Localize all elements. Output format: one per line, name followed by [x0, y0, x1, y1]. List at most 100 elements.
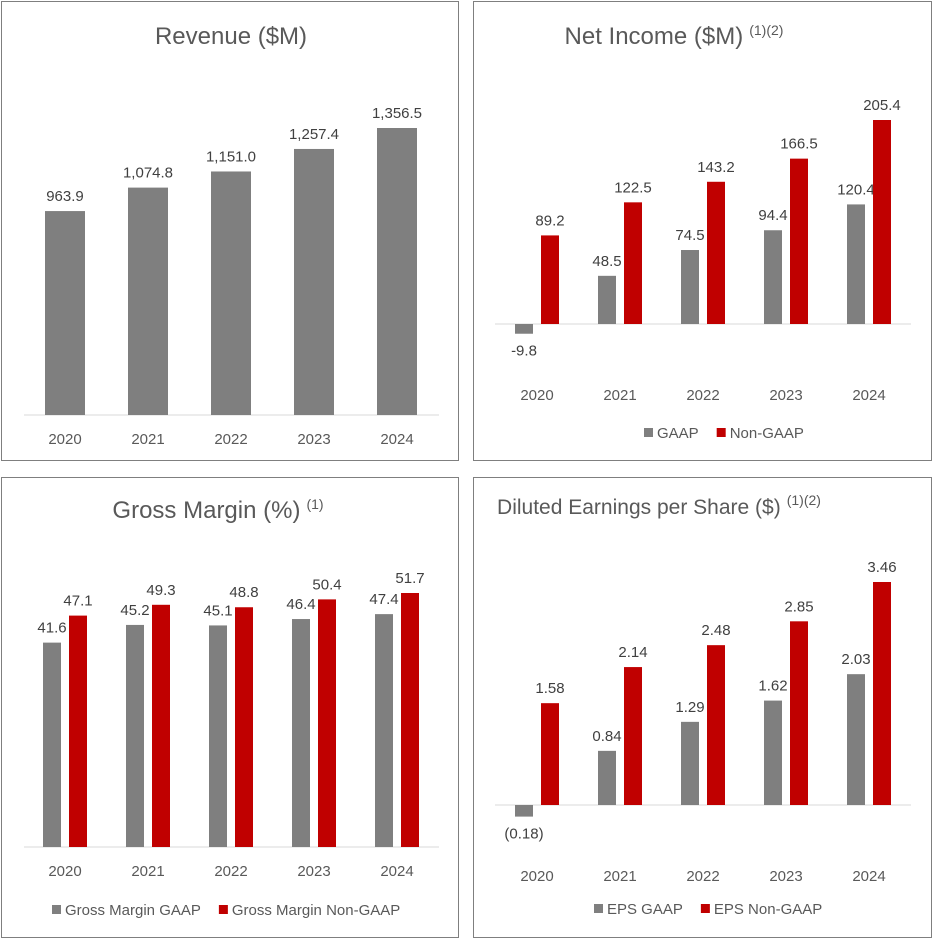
x-tick-label: 2024: [380, 431, 413, 448]
x-tick-label: 2023: [297, 431, 330, 448]
chart-title: Diluted Earnings per Share ($) (1)(2): [497, 492, 821, 519]
data-label: 45.2: [120, 602, 149, 619]
bar-gaap-2021: [598, 275, 616, 324]
data-label: 1,151.0: [206, 148, 256, 165]
bar-revenue-2023: [294, 148, 334, 415]
chart-title-footnote: (1)(2): [749, 22, 783, 38]
data-label: -9.8: [511, 343, 537, 360]
data-label: 48.5: [592, 253, 621, 270]
bar-gross-margin-non-gaap-2022: [235, 607, 253, 847]
bar-eps-non-gaap-2020: [541, 703, 559, 805]
chart-title-text: Net Income ($M): [565, 23, 744, 50]
chart-title: Net Income ($M) (1)(2): [565, 22, 784, 50]
bar-revenue-2024: [377, 128, 417, 415]
chart-title-footnote: (1): [306, 496, 323, 512]
data-label: 205.4: [863, 97, 901, 114]
gross-margin-panel: Gross Margin (%) (1) 41.6 47.1 2020 45.2 49.3 2…: [1, 477, 459, 938]
bar-gaap-2023: [764, 230, 782, 324]
legend-swatch: [218, 905, 228, 914]
data-label: 89.2: [535, 212, 564, 229]
data-label: 1.62: [758, 678, 787, 695]
data-label: 0.84: [592, 728, 621, 745]
data-label: 963.9: [46, 188, 84, 205]
data-label: 166.5: [780, 136, 818, 153]
legend-label: EPS GAAP: [607, 901, 683, 918]
bar-eps-non-gaap-2023: [790, 621, 808, 805]
gross-margin-chart: Gross Margin (%) (1) 41.6 47.1 2020 45.2 49.3 2…: [24, 496, 439, 919]
x-tick-label: 2021: [131, 431, 164, 448]
net-income-panel: Net Income ($M) (1)(2) -9.8 89.2 2020 48.5 122…: [473, 1, 932, 461]
chart-title: Revenue ($M): [155, 23, 307, 50]
data-label: (0.18): [504, 826, 543, 843]
data-label: 74.5: [675, 227, 704, 244]
bar-non-gaap-2023: [790, 158, 808, 324]
x-tick-label: 2020: [520, 387, 553, 404]
x-tick-label: 2024: [852, 387, 885, 404]
x-tick-label: 2023: [297, 863, 330, 880]
data-label: 48.8: [229, 584, 258, 601]
chart-title-footnote: (1)(2): [787, 492, 821, 508]
bar-gross-margin-gaap-2021: [126, 624, 144, 847]
x-tick-label: 2023: [769, 387, 802, 404]
bar-gaap-2022: [681, 250, 699, 324]
bar-eps-non-gaap-2024: [873, 582, 891, 805]
data-label: 51.7: [395, 570, 424, 587]
chart-title-text: Revenue ($M): [155, 23, 307, 50]
bar-gaap-2020: [515, 324, 533, 334]
data-label: 2.48: [701, 622, 730, 639]
bar-gross-margin-gaap-2022: [209, 625, 227, 847]
bar-revenue-2021: [128, 187, 168, 415]
bar-eps-non-gaap-2021: [624, 667, 642, 805]
bar-gross-margin-non-gaap-2024: [401, 593, 419, 847]
bar-eps-non-gaap-2022: [707, 645, 725, 805]
data-label: 41.6: [37, 620, 66, 637]
data-label: 46.4: [286, 596, 315, 613]
data-label: 50.4: [312, 576, 341, 593]
bar-gross-margin-gaap-2023: [292, 619, 310, 847]
bar-revenue-2020: [45, 211, 85, 415]
bar-gross-margin-non-gaap-2023: [318, 599, 336, 847]
legend-swatch: [52, 905, 61, 914]
legend-swatch: [594, 904, 603, 913]
data-label: 2.03: [841, 651, 870, 668]
bar-eps-gaap-2021: [598, 750, 616, 805]
bar-revenue-2022: [211, 171, 251, 415]
bar-eps-gaap-2023: [764, 700, 782, 805]
bar-eps-gaap-2020: [515, 805, 533, 817]
chart-title-text: Diluted Earnings per Share ($): [497, 496, 781, 519]
x-tick-label: 2021: [603, 868, 636, 885]
eps-panel: Diluted Earnings per Share ($) (1)(2) (0.1…: [473, 477, 932, 938]
bar-gross-margin-non-gaap-2020: [69, 615, 87, 847]
legend-label: Non-GAAP: [730, 425, 804, 442]
bar-gross-margin-gaap-2020: [43, 642, 61, 847]
data-label: 1.58: [535, 680, 564, 697]
x-tick-label: 2024: [852, 868, 885, 885]
legend-swatch: [700, 904, 710, 913]
x-tick-label: 2020: [48, 863, 81, 880]
bar-non-gaap-2024: [873, 120, 891, 324]
net-income-chart: Net Income ($M) (1)(2) -9.8 89.2 2020 48.5 122…: [495, 22, 911, 442]
bar-non-gaap-2020: [541, 235, 559, 324]
legend-label: GAAP: [657, 425, 699, 442]
data-label: 1,074.8: [123, 165, 173, 182]
data-label: 47.1: [63, 593, 92, 610]
legend-label: EPS Non-GAAP: [714, 901, 822, 918]
x-tick-label: 2022: [214, 431, 247, 448]
x-tick-label: 2024: [380, 863, 413, 880]
bar-non-gaap-2021: [624, 202, 642, 324]
bar-non-gaap-2022: [707, 181, 725, 324]
x-tick-label: 2022: [214, 863, 247, 880]
x-tick-label: 2023: [769, 868, 802, 885]
data-label: 122.5: [614, 179, 652, 196]
data-label: 3.46: [867, 559, 896, 576]
eps-chart: Diluted Earnings per Share ($) (1)(2) (0.1…: [495, 492, 911, 918]
data-label: 49.3: [146, 582, 175, 599]
data-label: 1.29: [675, 699, 704, 716]
legend-label: Gross Margin GAAP: [65, 902, 201, 919]
legend-swatch: [644, 428, 653, 437]
data-label: 1,257.4: [289, 126, 339, 143]
bar-gross-margin-gaap-2024: [375, 614, 393, 847]
bar-eps-gaap-2024: [847, 674, 865, 805]
chart-title: Gross Margin (%) (1): [112, 496, 323, 524]
x-tick-label: 2020: [48, 431, 81, 448]
